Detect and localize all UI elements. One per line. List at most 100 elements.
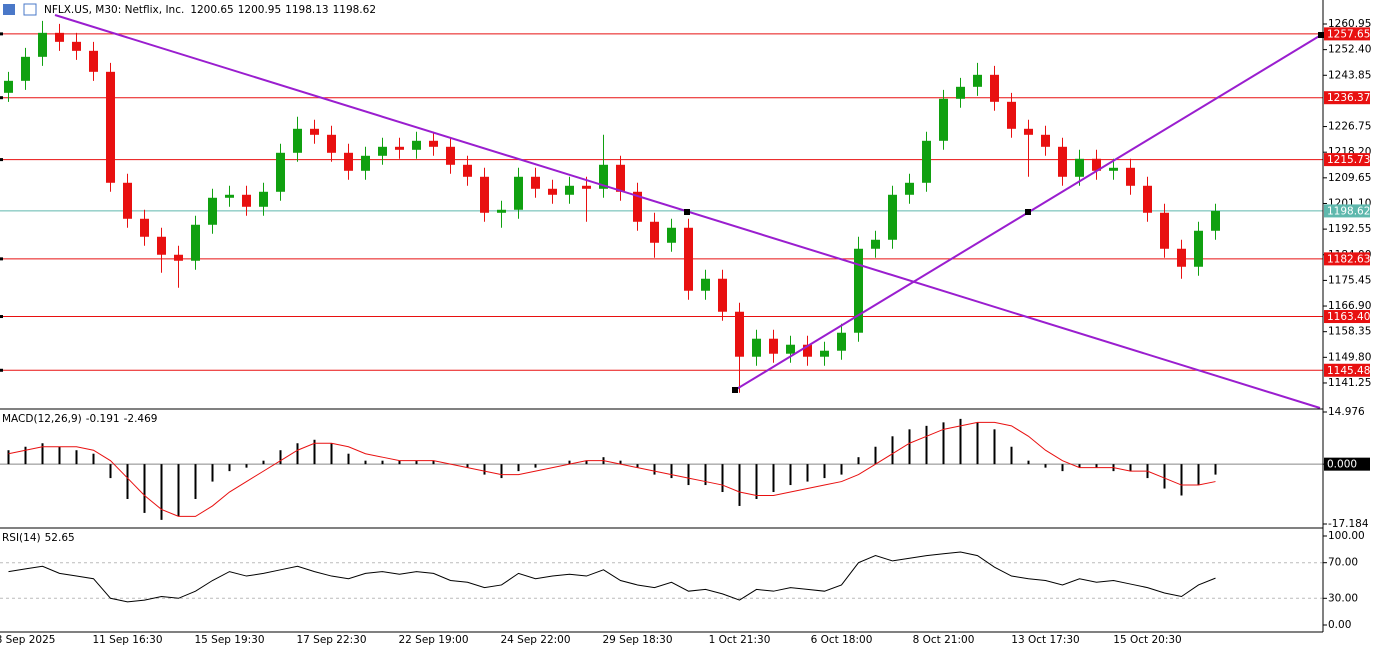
macd-bar	[1129, 464, 1132, 472]
trend-anchor[interactable]	[732, 387, 738, 393]
candle-body	[1109, 167, 1118, 171]
macd-bar	[279, 450, 282, 465]
level-anchor	[0, 368, 3, 372]
x-tick-label: 24 Sep 22:00	[500, 634, 570, 646]
macd-bar	[109, 464, 112, 479]
candle-body	[344, 152, 353, 171]
candle-body	[242, 194, 251, 207]
last-price-label: 1198.62	[1327, 205, 1370, 217]
macd-bar	[313, 439, 316, 465]
candle-body	[38, 32, 47, 57]
chart-header: NFLX.US, M30: Netflix, Inc. 1200.65 1200.9…	[44, 4, 376, 16]
macd-bar	[721, 464, 724, 493]
candle-body	[752, 338, 761, 357]
macd-bar	[874, 446, 877, 465]
candle-body	[735, 311, 744, 357]
x-tick-label: 11 Sep 16:30	[92, 634, 162, 646]
x-tick-label: 22 Sep 19:00	[398, 634, 468, 646]
macd-bar	[364, 460, 367, 465]
ohlc-low: 1198.13	[285, 4, 328, 16]
level-box	[1324, 91, 1370, 105]
macd-bar	[1197, 464, 1200, 486]
macd-bar	[262, 460, 265, 465]
x-tick-label: 6 Oct 18:00	[811, 634, 873, 646]
y-tick-label: 1209.65	[1328, 172, 1371, 184]
level-box	[1324, 153, 1370, 167]
level-label: 1182.63	[1327, 253, 1370, 265]
macd-bar	[636, 464, 639, 468]
candle-body	[1075, 158, 1084, 177]
trend-anchor[interactable]	[1318, 32, 1324, 38]
macd-bar	[738, 464, 741, 506]
macd-bar	[347, 453, 350, 465]
macd-bar	[925, 425, 928, 465]
level-label: 1215.73	[1327, 154, 1370, 166]
y-tick-label: -17.184	[1328, 518, 1369, 530]
y-tick-label: 1166.90	[1328, 300, 1371, 312]
macd-bar	[245, 464, 248, 468]
macd-bar	[75, 450, 78, 465]
macd-bar	[7, 450, 10, 465]
candle-body	[888, 194, 897, 240]
y-tick-label: 1175.45	[1328, 274, 1371, 286]
macd-bar	[891, 436, 894, 465]
macd-bar	[211, 464, 214, 482]
candle-body	[293, 128, 302, 153]
macd-bar	[330, 443, 333, 465]
macd-bar	[415, 460, 418, 465]
macd-bar	[687, 464, 690, 486]
candle-body	[378, 146, 387, 156]
candle-body	[276, 152, 285, 192]
candle-body	[820, 350, 829, 357]
candle-body	[1126, 167, 1135, 186]
macd-bar	[143, 464, 146, 513]
y-tick-label: 1260.95	[1328, 18, 1371, 30]
y-tick-label: 1158.35	[1328, 326, 1371, 338]
macd-bar	[160, 464, 163, 520]
trend-anchor[interactable]	[1025, 209, 1031, 215]
macd-bar	[806, 464, 809, 482]
y-tick-label: 1243.85	[1328, 69, 1371, 81]
level-anchor	[0, 96, 3, 100]
candle-body	[191, 224, 200, 261]
candle-body	[225, 194, 234, 198]
candle-body	[72, 41, 81, 51]
y-tick-label: 1226.75	[1328, 121, 1371, 133]
x-tick-label: 17 Sep 22:30	[296, 634, 366, 646]
macd-bar	[857, 457, 860, 465]
menu-icon[interactable]	[3, 4, 15, 15]
ohlc-open: 1200.65	[190, 4, 233, 16]
macd-bar	[772, 464, 775, 493]
macd-bar	[653, 464, 656, 475]
macd-bar	[228, 464, 231, 472]
level-anchor	[0, 257, 3, 261]
rsi-line	[8, 551, 1216, 603]
trend-anchor[interactable]	[684, 209, 690, 215]
macd-signal-value: -2.469	[124, 413, 158, 425]
macd-bar	[993, 429, 996, 465]
x-tick-label: 15 Sep 19:30	[194, 634, 264, 646]
marks-layer	[4, 20, 1220, 603]
macd-bar	[177, 464, 180, 517]
macd-bar	[1163, 464, 1166, 489]
candle-body	[89, 50, 98, 72]
y-tick-label: 14.976	[1328, 406, 1365, 418]
candle-body	[871, 239, 880, 249]
level-anchor	[0, 315, 3, 319]
macd-bar	[1214, 464, 1217, 475]
candle-body	[123, 182, 132, 219]
grid-layer: 1260.951252.401243.851226.751218.201209.…	[0, 18, 1371, 646]
macd-bar	[704, 464, 707, 486]
candle-body	[531, 176, 540, 189]
chart-icon[interactable]	[23, 3, 37, 16]
y-tick-label: 1149.80	[1328, 351, 1371, 363]
candle-body	[956, 86, 965, 99]
y-tick-label: 1141.25	[1328, 377, 1371, 389]
candle-body	[157, 236, 166, 255]
rsi-value: 52.65	[45, 532, 75, 544]
x-tick-label: 8 Sep 2025	[0, 634, 55, 646]
candle-body	[1211, 210, 1220, 231]
macd-bar	[568, 460, 571, 465]
macd-bar	[585, 460, 588, 465]
